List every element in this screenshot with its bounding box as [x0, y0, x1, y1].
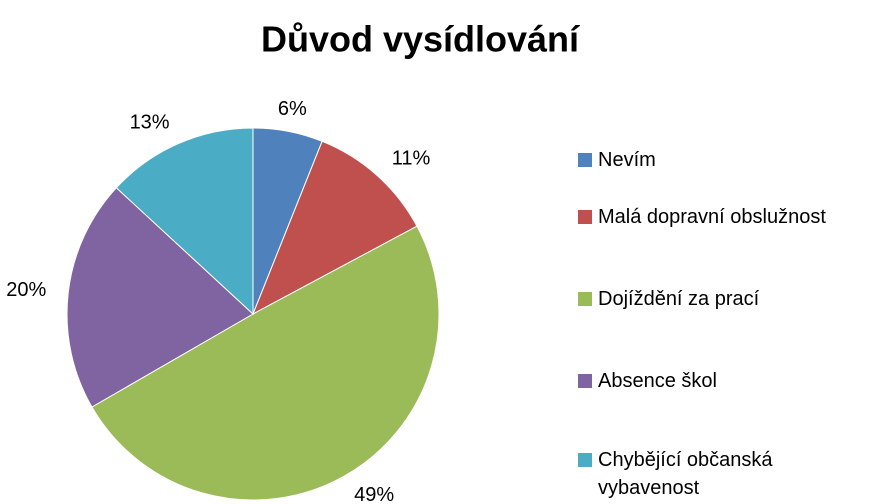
pie-slice: [91, 225, 440, 501]
data-label: 6%: [278, 98, 307, 120]
data-label: 20%: [6, 279, 46, 301]
legend-label: Malá dopravní obslužnost: [598, 206, 826, 228]
pie-slice: [66, 187, 254, 408]
data-label: 11%: [392, 147, 431, 169]
legend-item: Absence škol: [578, 367, 868, 395]
legend-item: Malá dopravní obslužnost: [578, 203, 868, 231]
legend-swatch: [578, 453, 592, 467]
data-label: 49%: [354, 484, 394, 504]
legend-swatch: [578, 374, 592, 388]
legend-swatch: [578, 210, 592, 224]
legend-label: Dojíždění za prací: [598, 288, 760, 310]
legend-label: Nevím: [598, 149, 656, 171]
pie-slice: [115, 127, 254, 316]
legend-swatch: [578, 153, 592, 167]
legend-item: Chybějící občanská vybavenost: [578, 446, 868, 502]
chart-title: Důvod vysídlování: [261, 19, 580, 60]
pie-slice: [252, 140, 418, 316]
legend-item: Dojíždění za prací: [578, 285, 868, 313]
legend-label: Absence škol: [598, 370, 717, 392]
data-label: 13%: [130, 112, 170, 134]
legend-item: Nevím: [578, 146, 868, 174]
legend-label: Chybějící občanská vybavenost: [598, 449, 773, 499]
legend-swatch: [578, 292, 592, 306]
